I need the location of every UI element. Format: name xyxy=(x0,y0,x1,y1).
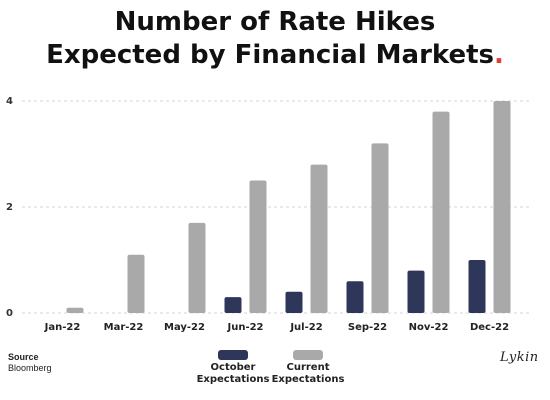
legend-item-current: Current Expectations xyxy=(258,350,358,386)
source-note: Source Bloomberg xyxy=(8,352,52,374)
bar-current-may-22 xyxy=(188,222,206,313)
x-tick-label: Sep-22 xyxy=(348,322,387,333)
bar-chart: 0 2 4 Jan-22 Mar-22 May-22 Jun-22 Jul-22 Sep-22 N… xyxy=(6,96,530,333)
x-tick-label: Dec-22 xyxy=(470,322,509,333)
brand-logo: Lykin xyxy=(500,350,539,365)
title-accent-dot: . xyxy=(494,40,504,70)
legend-label-current-line2: Expectations xyxy=(271,374,345,385)
source-label: Source xyxy=(8,352,39,362)
legend-swatch-current xyxy=(293,350,323,360)
x-tick-label: Jan-22 xyxy=(44,322,81,333)
bar-current-jul-22 xyxy=(310,164,328,313)
chart-title-line2-wrap: Expected by Financial Markets. xyxy=(0,39,550,72)
chart-title-line2: Expected by Financial Markets xyxy=(46,40,495,70)
y-tick-label: 2 xyxy=(6,202,13,213)
x-tick-label: May-22 xyxy=(164,322,205,333)
labels-layer: 0 2 4 Jan-22 Mar-22 May-22 Jun-22 Jul-22 Sep-22 N… xyxy=(6,96,509,333)
bars-layer xyxy=(66,101,511,313)
bar-october-dec-22 xyxy=(468,260,486,313)
chart-title-line1: Number of Rate Hikes xyxy=(114,7,436,37)
legend-item-october: October Expectations xyxy=(183,350,283,386)
chart-title: Number of Rate Hikes Expected by Financi… xyxy=(0,6,550,72)
legend-label-october-line1: October xyxy=(210,362,256,373)
y-tick-label: 0 xyxy=(6,308,13,319)
y-tick-label: 4 xyxy=(6,96,13,107)
x-tick-label: Jul-22 xyxy=(289,322,322,333)
legend-label-current-line1: Current xyxy=(286,362,330,373)
x-tick-label: Mar-22 xyxy=(104,322,144,333)
x-tick-label: Jun-22 xyxy=(226,322,263,333)
bar-october-sep-22 xyxy=(346,281,364,313)
bar-current-sep-22 xyxy=(371,143,389,313)
x-tick-label: Nov-22 xyxy=(409,322,449,333)
bar-current-nov-22 xyxy=(432,111,450,313)
legend-label-october-line2: Expectations xyxy=(196,374,270,385)
bar-current-jun-22 xyxy=(249,180,267,313)
grid-layer xyxy=(22,100,530,314)
bar-current-dec-22 xyxy=(493,101,511,313)
bar-october-nov-22 xyxy=(407,270,425,313)
source-value: Bloomberg xyxy=(8,363,52,373)
bar-october-jun-22 xyxy=(224,297,242,313)
bar-october-jul-22 xyxy=(285,291,303,313)
bar-current-jan-22 xyxy=(66,307,84,313)
legend-swatch-october xyxy=(218,350,248,360)
bar-current-mar-22 xyxy=(127,254,145,313)
